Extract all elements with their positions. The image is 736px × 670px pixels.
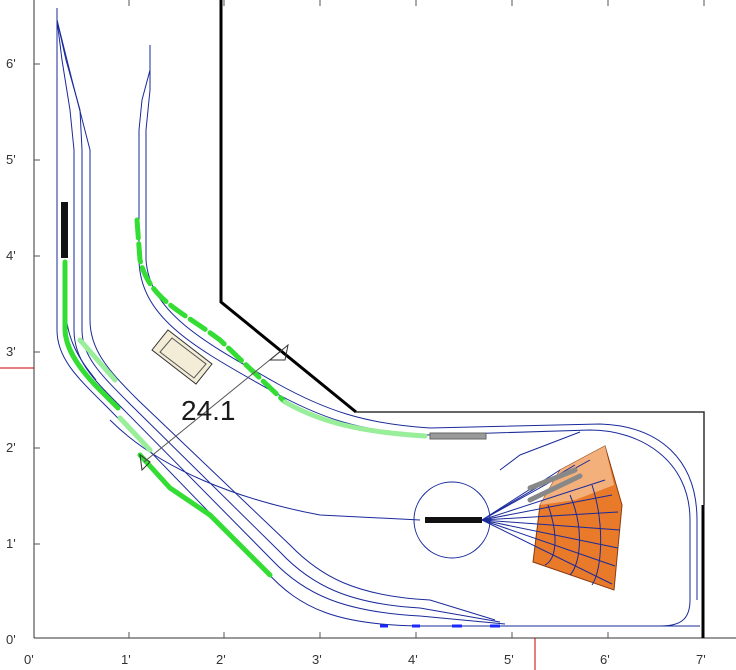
dimension-arrow-end: [268, 343, 289, 361]
building-inner: [159, 337, 207, 379]
highlight-left: [62, 259, 121, 411]
x-tick-label: 3': [312, 652, 322, 667]
locomotive-left: [61, 202, 68, 258]
y-tick-label: 5': [6, 152, 16, 167]
y-tick-label: 2': [6, 440, 16, 455]
highlight-lower-light: [117, 415, 153, 453]
track-3: [56, 19, 501, 623]
track-4: [56, 19, 496, 621]
track-stub-b: [145, 45, 151, 220]
highlight-upper: [134, 217, 288, 405]
wall-upper-left: [219, 0, 357, 414]
track-2: [56, 19, 506, 625]
x-tick-label: 7': [696, 652, 706, 667]
track-middle-curve-2: [145, 220, 698, 600]
y-tick-label: 3': [6, 344, 16, 359]
room-walls-thin: [356, 411, 705, 505]
x-tick-label: 1': [121, 652, 131, 667]
grid-ticks: [34, 0, 705, 638]
y-tick-label: 6': [6, 56, 16, 71]
highlight-lower: [137, 452, 273, 578]
highlight-left-light: [77, 337, 118, 383]
y-tick-label: 0': [6, 632, 16, 647]
rolling-stock-grey: [429, 432, 487, 440]
track-highlight-light: [77, 337, 428, 453]
dimension-arrow-start: [139, 453, 151, 472]
building-outer: [151, 329, 213, 385]
wall-outline: [356, 411, 705, 505]
x-tick-label: 2': [216, 652, 226, 667]
x-tick-labels: 0' 1' 2' 3' 4' 5' 6' 7': [24, 652, 706, 667]
x-tick-label: 6': [600, 652, 610, 667]
dimension-line: [143, 349, 283, 463]
track-highlight: [62, 217, 288, 578]
building-footprint: [151, 329, 213, 385]
dimension-measure: 24.1: [139, 343, 289, 472]
turntable-bridge: [425, 517, 482, 523]
x-tick-label: 0': [24, 652, 34, 667]
track-turntable-lead: [109, 419, 421, 521]
room-walls: [219, 0, 705, 638]
y-tick-label: 4': [6, 248, 16, 263]
y-tick-label: 1': [6, 536, 16, 551]
y-tick-labels: 0' 1' 2' 3' 4' 5' 6': [6, 56, 16, 647]
roundhouse: [481, 445, 623, 591]
track-cross: [499, 431, 581, 471]
x-tick-label: 5': [504, 652, 514, 667]
highlight-upper-light: [282, 399, 428, 439]
dimension-label: 24.1: [181, 395, 236, 426]
track-stub-a: [138, 45, 151, 220]
x-tick-label: 4': [408, 652, 418, 667]
